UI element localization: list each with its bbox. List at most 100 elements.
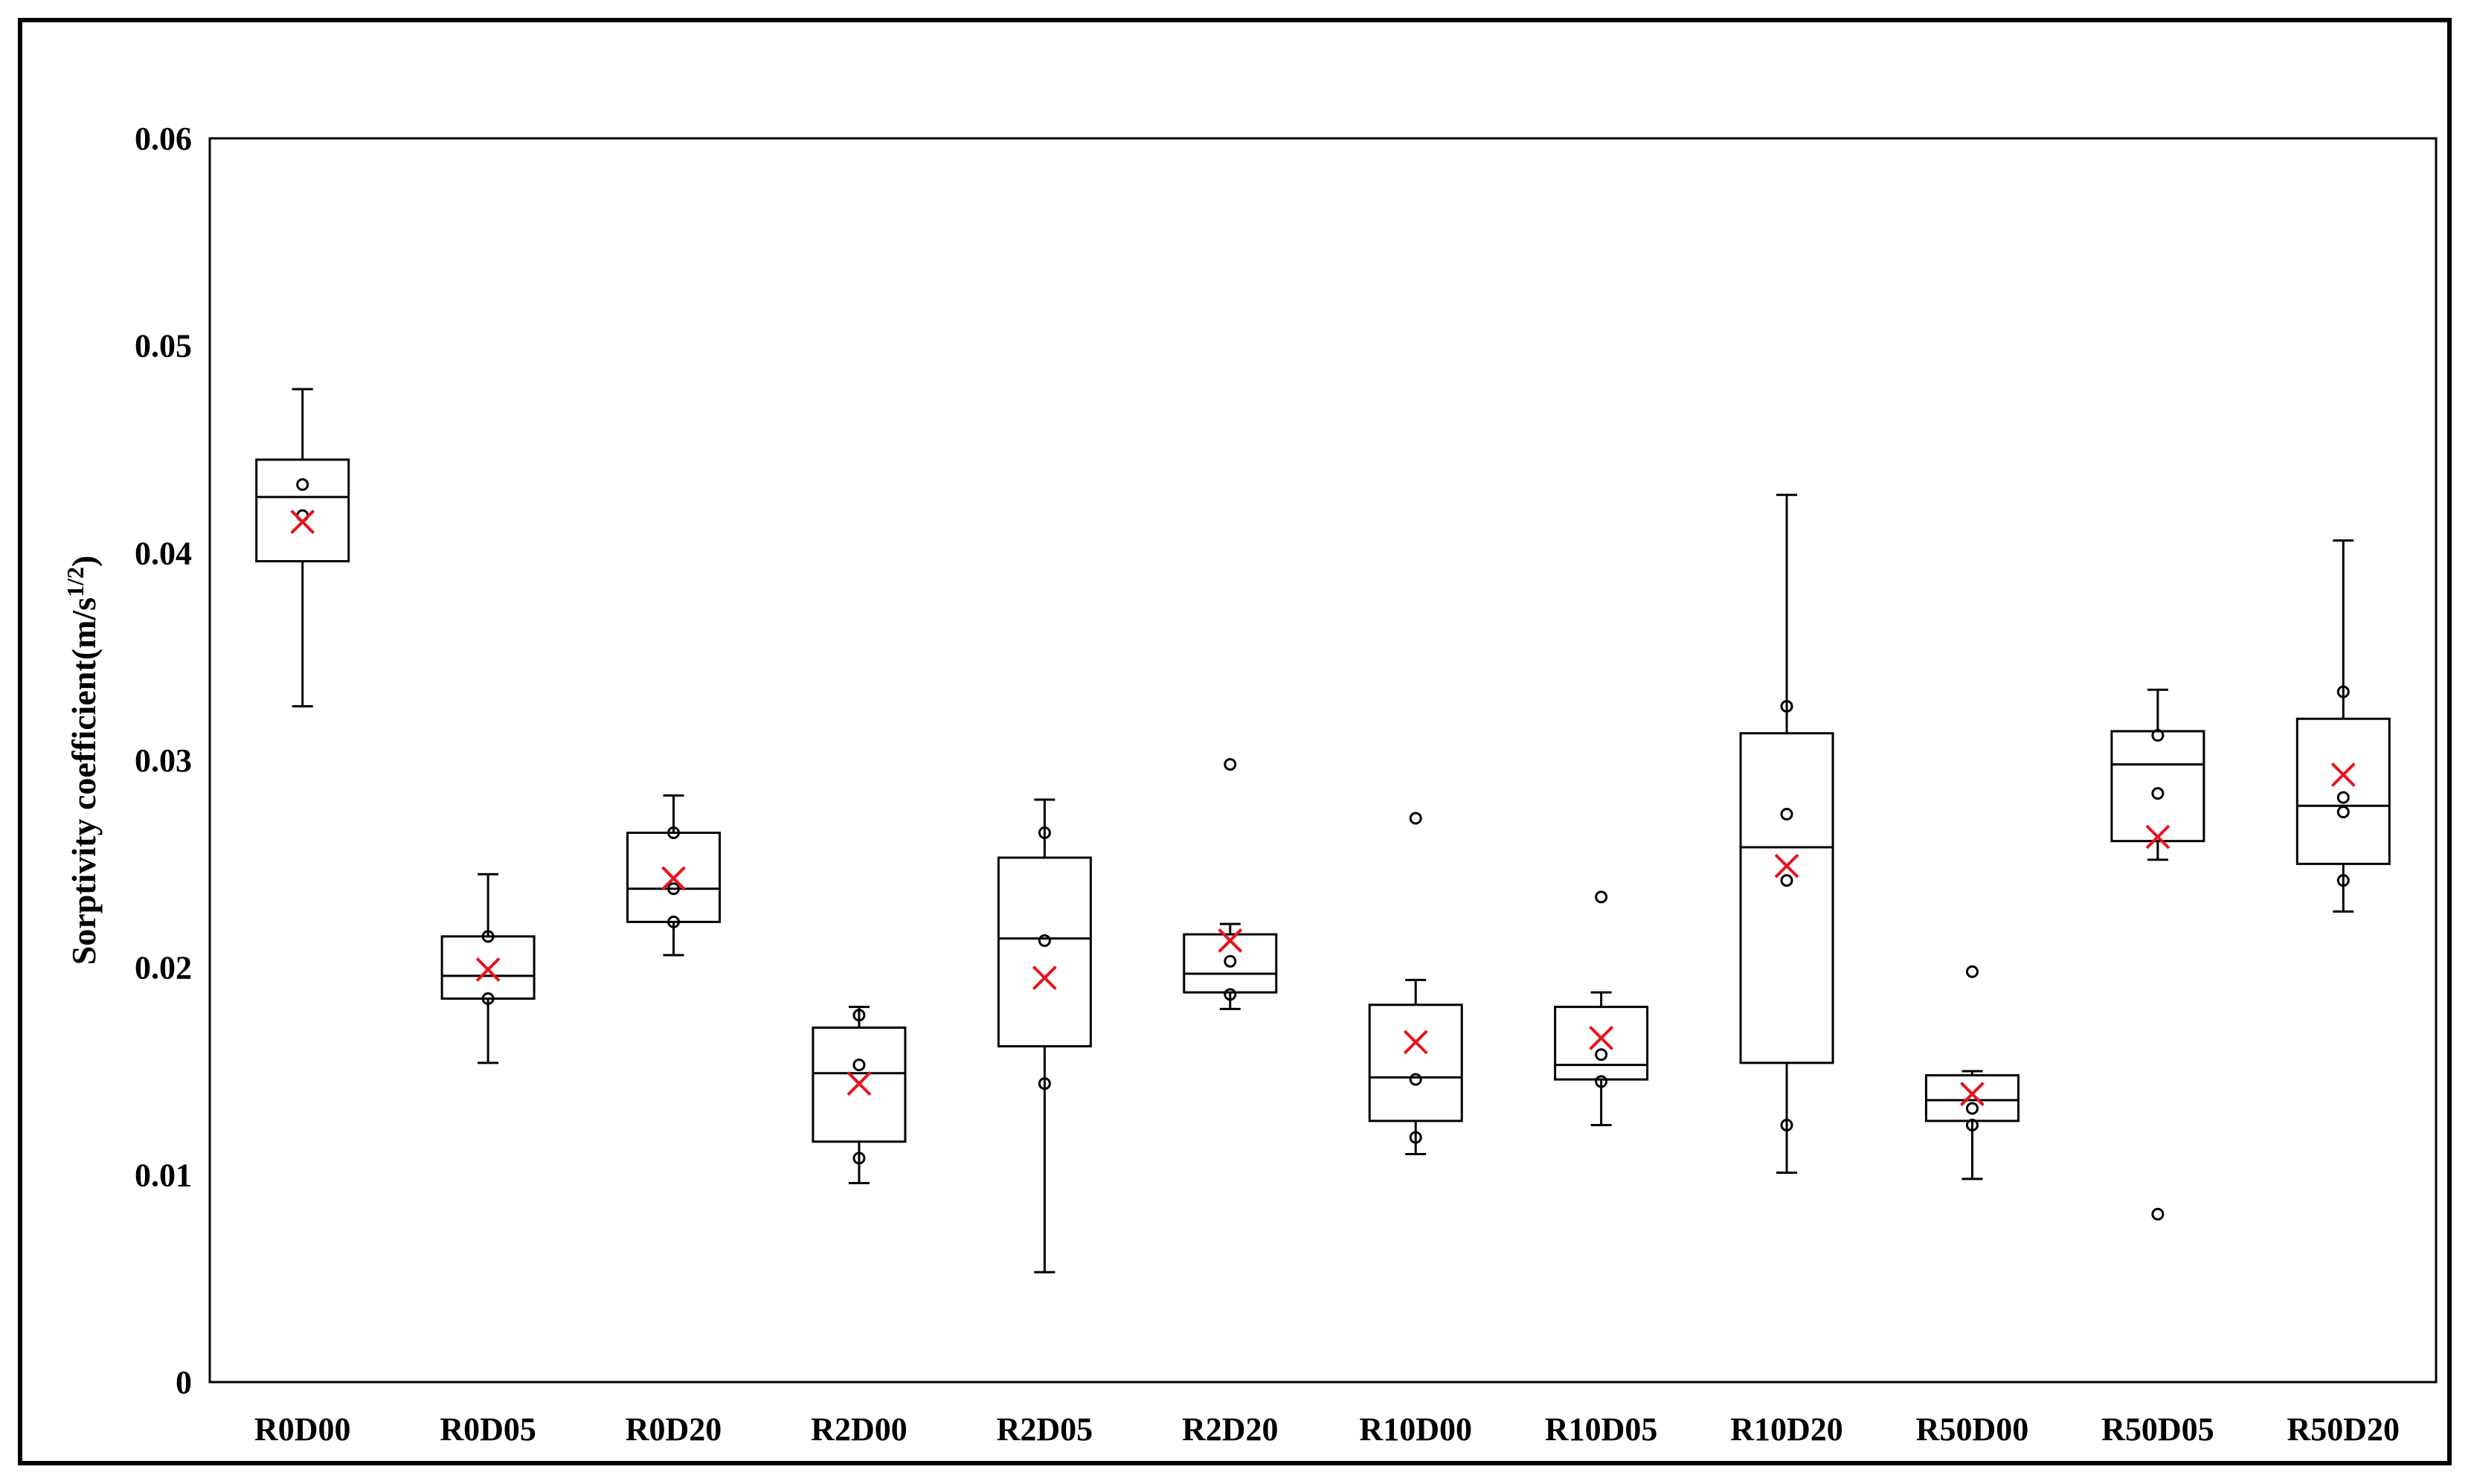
mean-marker [290, 510, 315, 534]
data-point [1965, 1118, 1979, 1131]
box-r0d05 [440, 873, 536, 1064]
x-tick-label: R0D00 [254, 1411, 351, 1448]
mean-marker [661, 866, 686, 891]
mean-marker-stroke [1032, 966, 1057, 991]
y-tick-label: 0.02 [135, 950, 192, 986]
x-tick-label: R2D00 [811, 1411, 907, 1448]
y-axis-title-sup: 1/2 [62, 567, 89, 597]
data-point [2336, 874, 2350, 887]
y-axis-ticks: 0 0.01 0.02 0.03 0.04 0.05 0.06 [135, 121, 192, 1401]
mean-marker-stroke [661, 866, 686, 891]
box-r2d20 [1183, 758, 1278, 1010]
x-axis-tick-labels: R0D00 R0D05 R0D20 R2D00 R2D05 R2D20 R10D00 R10D… [254, 1411, 2400, 1448]
data-point [1965, 965, 1979, 978]
x-tick-label: R10D00 [1359, 1411, 1472, 1448]
data-point [852, 1009, 866, 1022]
mean-marker [2145, 824, 2171, 849]
data-point [1038, 934, 1051, 947]
mean-marker-stroke [475, 957, 501, 982]
mean-marker-stroke [846, 1071, 872, 1096]
box-series [255, 388, 2391, 1273]
mean-marker-stroke [1774, 853, 1799, 878]
iqr-box [1183, 933, 1278, 994]
data-point [2151, 1207, 2165, 1221]
x-tick-label: R50D00 [1916, 1411, 2029, 1448]
mean-marker-stroke [2145, 824, 2171, 849]
iqr-box [2110, 730, 2205, 843]
plot-area [208, 137, 2438, 1384]
y-axis-title: Sorptivity coefficient(m/s1/2) [62, 556, 103, 966]
data-point [1595, 1048, 1608, 1061]
iqr-box [2295, 717, 2391, 865]
x-tick-label: R10D20 [1730, 1411, 1843, 1448]
data-point [2151, 787, 2165, 800]
mean-marker-stroke [2330, 762, 2356, 787]
x-tick-label: R0D20 [626, 1411, 722, 1448]
data-point [481, 992, 495, 1005]
data-point [1224, 954, 1237, 968]
mean-marker [1218, 928, 1243, 953]
mean-marker-stroke [290, 510, 315, 534]
data-point [1224, 758, 1237, 771]
data-point [1038, 1077, 1051, 1090]
box-r2d05 [997, 798, 1092, 1273]
data-point [2336, 806, 2350, 819]
iqr-box [812, 1026, 907, 1143]
data-point [2336, 685, 2350, 698]
data-point [852, 1151, 866, 1165]
box-r2d00 [812, 1006, 907, 1184]
mean-marker-stroke [1589, 1025, 1614, 1050]
mean-marker-stroke [1403, 1030, 1428, 1055]
mean-marker [1589, 1025, 1614, 1050]
data-point [667, 915, 681, 928]
data-point [1780, 1118, 1793, 1131]
data-point [2336, 791, 2350, 804]
y-tick-label: 0.04 [135, 535, 192, 571]
data-point [1224, 988, 1237, 1001]
data-point [1965, 1102, 1979, 1115]
data-point [481, 930, 495, 943]
box-r10d00 [1368, 812, 1463, 1155]
y-axis-title-main: Sorptivity coefficient(m/s [65, 597, 103, 965]
y-tick-label: 0.03 [135, 742, 192, 779]
mean-marker [846, 1071, 872, 1096]
iqr-box [440, 935, 536, 1000]
iqr-box [1368, 1003, 1463, 1122]
figure-frame: 0 0.01 0.02 0.03 0.04 0.05 0.06 R0D00 R0D05 R0D2… [18, 18, 2452, 1465]
iqr-box [997, 856, 1092, 1048]
data-point [667, 826, 681, 840]
box-r10d20 [1739, 493, 1834, 1175]
data-point [1780, 807, 1793, 820]
y-tick-label: 0.01 [135, 1157, 192, 1193]
box-r0d20 [626, 794, 722, 957]
mean-marker [475, 957, 501, 982]
box-plot-chart: 0 0.01 0.02 0.03 0.04 0.05 0.06 R0D00 R0D05 R0D2… [62, 121, 2438, 1448]
iqr-box [255, 458, 350, 562]
data-point [1595, 890, 1608, 904]
data-point [852, 1059, 866, 1072]
y-tick-label: 0 [176, 1364, 192, 1401]
data-point [1038, 826, 1051, 840]
mean-marker [2330, 762, 2356, 787]
box-r50d05 [2110, 688, 2205, 1221]
data-point [1780, 874, 1793, 887]
box-r50d20 [2295, 539, 2391, 913]
iqr-box [1554, 1006, 1649, 1081]
x-tick-label: R50D20 [2287, 1411, 2400, 1448]
box-r0d00 [255, 388, 350, 708]
y-tick-label: 0.06 [135, 121, 192, 157]
data-point [1595, 1075, 1608, 1088]
mean-marker-stroke [1960, 1082, 1985, 1107]
mean-marker [1774, 853, 1799, 878]
mean-marker [1032, 966, 1057, 991]
mean-marker [1960, 1082, 1985, 1107]
mean-marker [1403, 1030, 1428, 1055]
data-point [1780, 700, 1793, 713]
box-r50d00 [1924, 965, 2020, 1181]
data-point [1409, 1073, 1422, 1086]
x-tick-label: R2D05 [997, 1411, 1093, 1448]
box-r10d05 [1554, 890, 1649, 1126]
x-tick-label: R10D05 [1545, 1411, 1658, 1448]
mean-marker-stroke [1218, 928, 1243, 953]
y-tick-label: 0.05 [135, 328, 192, 364]
